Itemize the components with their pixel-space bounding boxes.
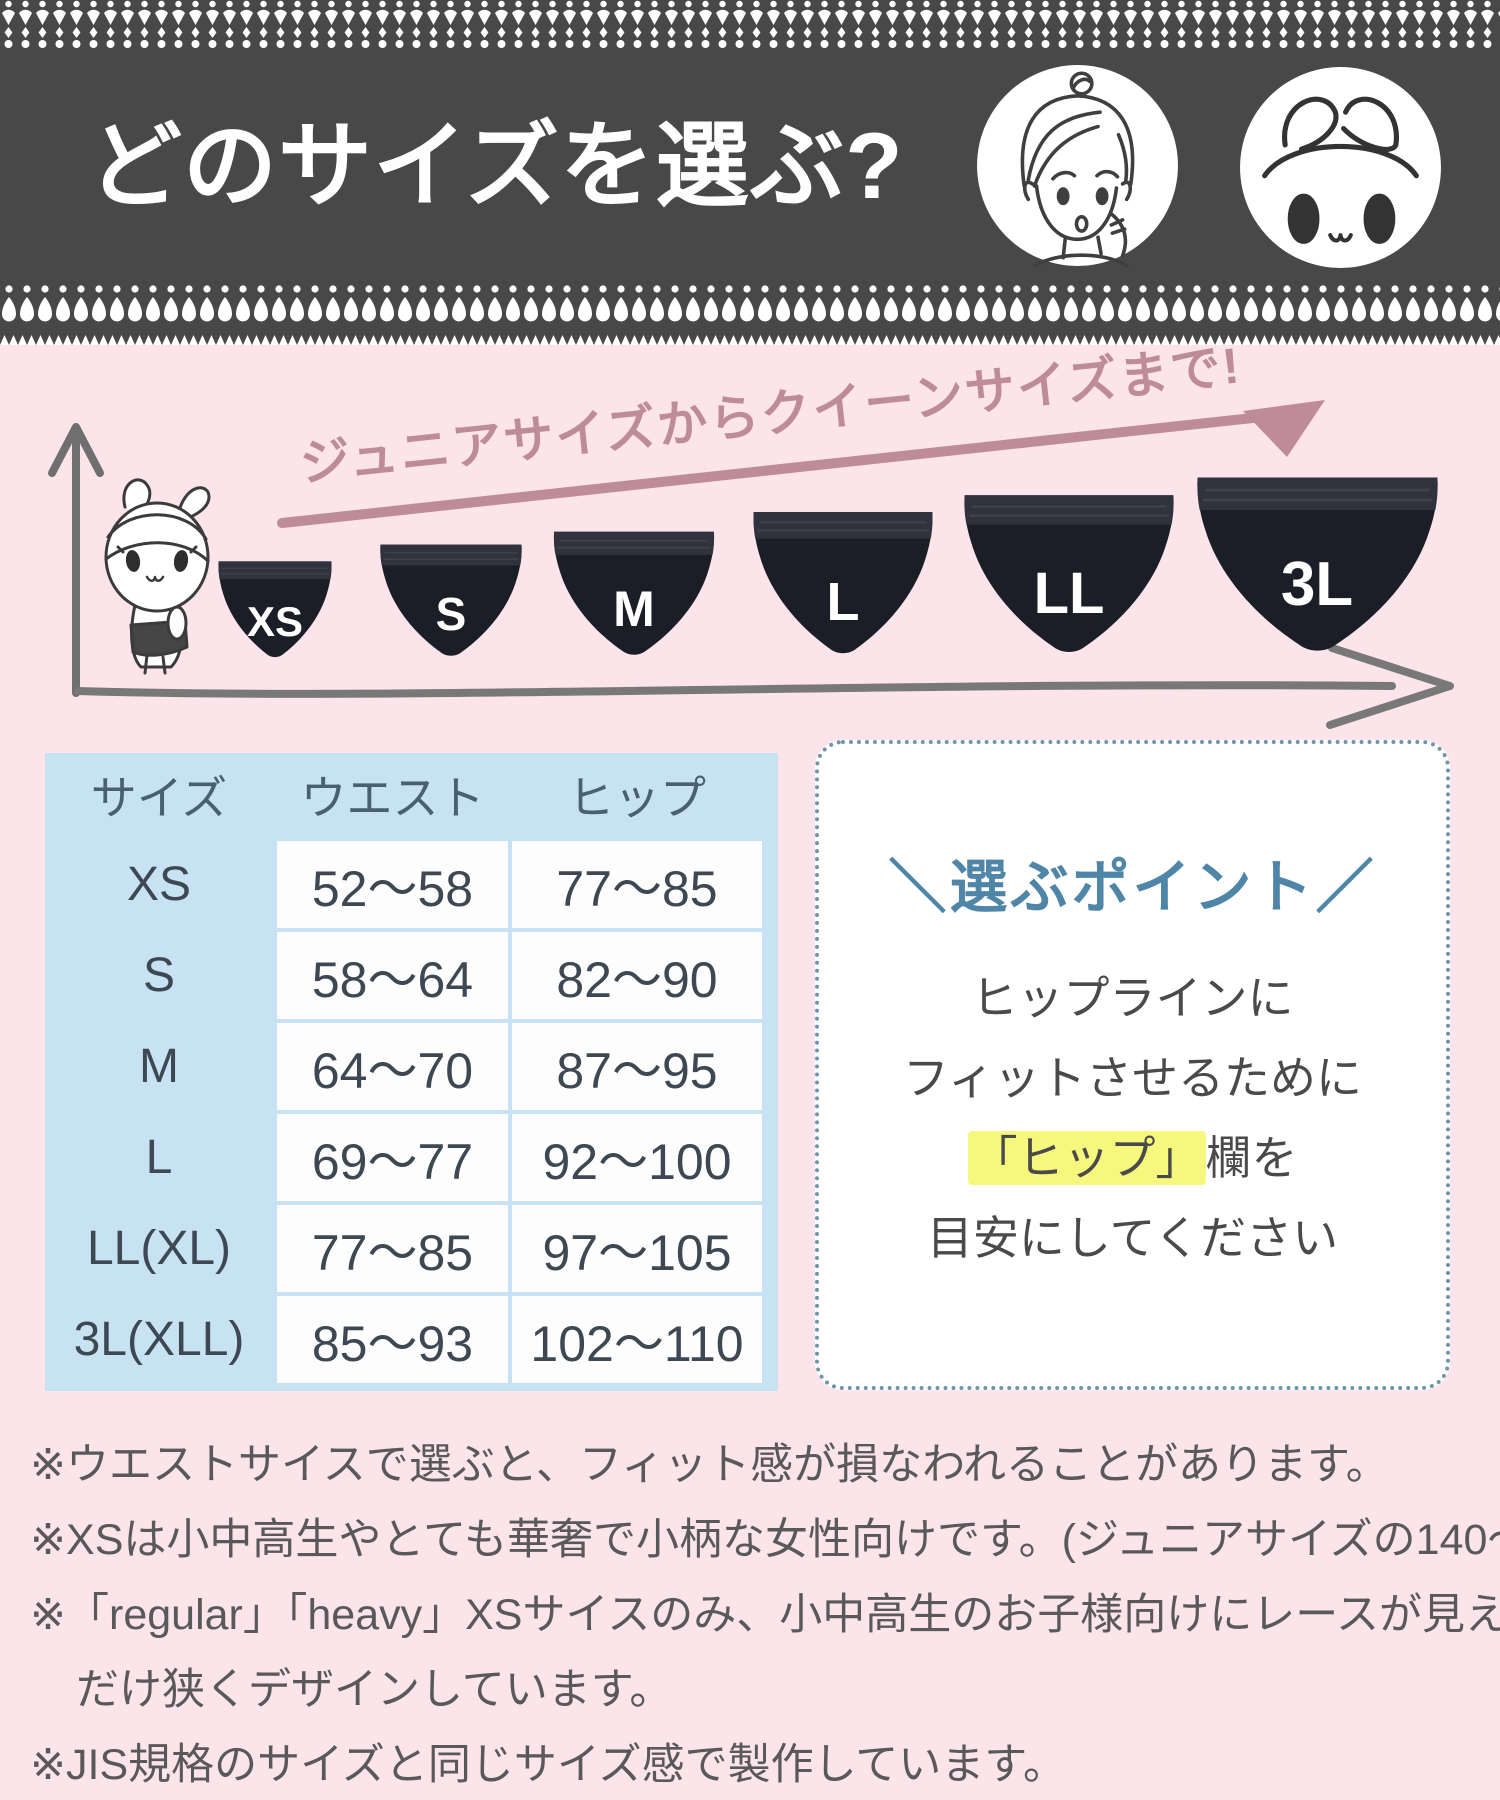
table-row-size: LL(XL): [86, 1222, 232, 1275]
table-cell-waist: 52〜58: [277, 841, 508, 928]
table-row-size: M: [139, 1040, 179, 1093]
brief-s: S: [380, 544, 522, 656]
lace-border-top-icon: [0, 0, 1500, 50]
brief-ll: LL: [964, 495, 1174, 652]
x-axis-arrow-icon: [74, 644, 1454, 729]
brief-m: M: [553, 531, 715, 655]
rabbit-mascot-face-icon: [1240, 67, 1441, 268]
point-line-3-rest: 欄を: [1205, 1132, 1298, 1184]
size-label: L: [827, 572, 860, 632]
table-row-size: L: [145, 1131, 173, 1184]
point-box-body: ヒップラインに フィットさせるために 「ヒップ」欄を 目安にしてください: [819, 958, 1446, 1278]
point-line-3: 「ヒップ」欄を: [819, 1118, 1446, 1198]
point-line-2: フィットさせるために: [902, 1052, 1363, 1104]
mascot-standing-illustration: [104, 478, 211, 675]
header-band: どのサイズを選ぶ?: [0, 0, 1500, 345]
table-header-size: サイズ: [90, 772, 228, 824]
table-cell-waist: 69〜77: [277, 1114, 508, 1201]
table-cell-waist: 85〜93: [277, 1296, 508, 1383]
worried-woman-face-icon: [977, 65, 1178, 268]
footnote: ※ウエストサイスで選ぶと、フィット感が損なわれることがあります。: [30, 1441, 1389, 1489]
table-cell-hip: 82〜90: [512, 932, 762, 1019]
table-row-size: S: [142, 949, 175, 1002]
footnote: ※XSは小中高生やとても華奢で小柄な女性向けです。(ジュニアサイズの140〜15…: [30, 1516, 1500, 1564]
brief-l: L: [753, 512, 933, 654]
table-row-size: 3L(XLL): [73, 1313, 245, 1366]
table-cell-hip: 92〜100: [512, 1114, 762, 1201]
size-label: XS: [247, 598, 303, 645]
table-cell-waist: 58〜64: [277, 932, 508, 1019]
point-box-heading: ＼選ぶポイント／: [888, 855, 1377, 920]
table-cell-waist: 77〜85: [277, 1205, 508, 1292]
hip-highlight: 「ヒップ」: [967, 1131, 1206, 1185]
selection-point-box: ＼選ぶポイント／ ヒップラインに フィットさせるために 「ヒップ」欄を 目安にし…: [815, 740, 1450, 1390]
table-cell-hip: 87〜95: [512, 1023, 762, 1110]
footnote-continuation: だけ狭くデザインしています。: [76, 1666, 673, 1714]
brief-size-row: XS S M: [218, 477, 1438, 658]
size-label: LL: [1034, 561, 1105, 626]
footnote: ※JIS規格のサイズと同じサイズ感で製作しています。: [30, 1741, 1066, 1789]
size-label: 3L: [1281, 550, 1353, 619]
size-table: サイズ ウエスト ヒップ XS 52〜58 77〜85 S 58〜64 82〜9…: [45, 753, 778, 1391]
brief-xs: XS: [218, 561, 332, 658]
y-axis-arrow-icon: [48, 423, 104, 697]
caption-arrow-icon: [277, 400, 1325, 528]
table-cell-hip: 77〜85: [512, 841, 762, 928]
table-row-size: XS: [126, 858, 192, 911]
table-header-hip: ヒップ: [568, 772, 706, 824]
brief-3l: 3L: [1197, 477, 1438, 651]
table-cell-waist: 64〜70: [277, 1023, 508, 1110]
size-label: M: [613, 581, 655, 637]
table-header-waist: ウエスト: [300, 772, 485, 824]
lace-border-bottom-icon: [0, 283, 1500, 345]
point-line-4: 目安にしてください: [926, 1212, 1339, 1264]
size-range-diagram: XS S M: [48, 400, 1454, 729]
footnote: ※「regular」「heavy」XSサイスのみ、小中高生のお子様向けにレースが…: [30, 1591, 1500, 1639]
point-line-1: ヒップラインに: [971, 972, 1294, 1024]
size-label: S: [436, 588, 467, 640]
footnotes: ※ウエストサイスで選ぶと、フィット感が損なわれることがあります。 ※XSは小中高…: [30, 1441, 1500, 1800]
table-cell-hip: 102〜110: [512, 1296, 762, 1383]
page-title: どのサイズを選ぶ?: [88, 113, 904, 218]
table-cell-hip: 97〜105: [512, 1205, 762, 1292]
